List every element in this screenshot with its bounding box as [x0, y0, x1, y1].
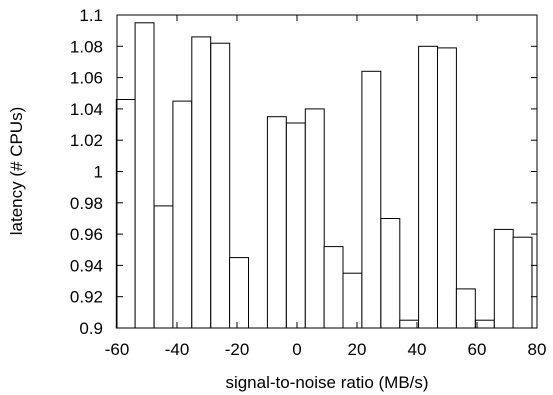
y-tick-label: 1	[94, 163, 103, 182]
x-tick-label: 60	[468, 340, 487, 359]
bar	[115, 99, 136, 329]
bar	[418, 45, 439, 329]
y-tick-label: 0.96	[70, 225, 103, 244]
y-tick-label: 1.02	[70, 131, 103, 150]
x-axis: -60 -40 -20 0 20 40 60 80	[105, 15, 547, 359]
bar	[153, 205, 174, 329]
x-tick-label: -60	[105, 340, 130, 359]
x-tick-label: -20	[225, 340, 250, 359]
y-tick-label: 0.98	[70, 194, 103, 213]
x-tick-label: -40	[165, 340, 190, 359]
bars-group	[115, 22, 533, 329]
y-tick-label: 1.04	[70, 100, 103, 119]
y-tick-label: 1.06	[70, 69, 103, 88]
bar	[323, 246, 344, 329]
x-tick-label: 20	[348, 340, 367, 359]
bar	[304, 108, 325, 329]
y-tick-label: 0.92	[70, 288, 103, 307]
bar	[210, 42, 231, 329]
x-tick-label: 40	[408, 340, 427, 359]
x-tick-label: 0	[292, 340, 301, 359]
y-tick-label: 1.1	[79, 6, 103, 25]
bar	[493, 228, 514, 329]
bar	[399, 319, 420, 329]
bar	[266, 116, 287, 329]
bar	[361, 70, 382, 329]
y-axis: 0.9 0.92 0.94 0.96 0.98 1 1.02 1.04 1.06 1.08 1.1	[70, 6, 537, 338]
bar	[172, 100, 193, 329]
x-tick-label: 80	[528, 340, 547, 359]
y-tick-label: 1.08	[70, 37, 103, 56]
bar	[512, 236, 533, 329]
y-tick-label: 0.94	[70, 256, 103, 275]
bar	[380, 218, 401, 329]
bar	[134, 22, 155, 329]
y-tick-label: 0.9	[79, 319, 103, 338]
y-axis-label: latency (# CPUs)	[7, 107, 26, 235]
bar	[285, 122, 306, 329]
bar	[191, 36, 212, 329]
bar	[474, 319, 495, 329]
bar	[437, 47, 457, 329]
bar	[229, 257, 250, 329]
bar	[342, 272, 363, 329]
x-axis-label: signal-to-noise ratio (MB/s)	[225, 373, 428, 392]
bar	[455, 288, 476, 329]
